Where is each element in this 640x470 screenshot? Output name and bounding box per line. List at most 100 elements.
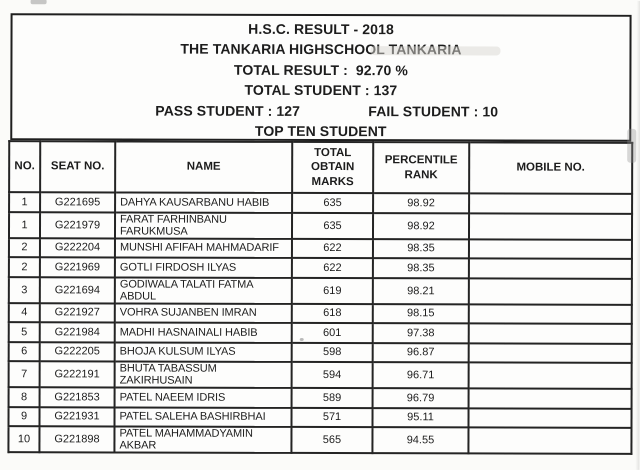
cell-percentile: 96.79 xyxy=(372,388,469,408)
cell-no: 3 xyxy=(8,276,40,303)
total-result-line: TOTAL RESULT : 92.70 % xyxy=(233,61,408,79)
cell-marks: 601 xyxy=(291,322,373,343)
cell-marks: 635 xyxy=(292,192,374,213)
cell-percentile: 98.92 xyxy=(372,212,470,239)
cell-no: 8 xyxy=(8,387,40,407)
table-row: 5 G221984 MADHI HASNAINALI HABIB 601 97.… xyxy=(8,322,632,344)
cell-seat-no: G222205 xyxy=(39,341,115,362)
cell-seat-no: G222204 xyxy=(39,237,115,258)
result-table: NO. SEAT NO. NAME TOTAL OBTAIN MARKS PER… xyxy=(7,140,634,455)
table-row: 4 G221927 VOHRA SUJANBEN IMRAN 618 98.15 xyxy=(8,302,632,324)
cell-name: PATEL SALEHA BASHIRBHAI xyxy=(114,406,292,427)
cell-no: 9 xyxy=(8,406,40,427)
cell-seat-no: G221969 xyxy=(39,257,115,277)
cell-name: VOHRA SUJANBEN IMRAN xyxy=(114,302,292,323)
col-header-percentile: PERCENTILE RANK xyxy=(373,142,470,194)
cell-no: 1 xyxy=(8,211,41,238)
table-row: 8 G221853 PATEL NAEEM IDRIS 589 96.79 xyxy=(8,387,632,409)
cell-mobile xyxy=(468,427,632,454)
header-box: H.S.C. RESULT - 2018 THE TANKARIA HIGHSC… xyxy=(10,13,632,142)
cell-percentile: 94.55 xyxy=(372,427,469,454)
cell-percentile: 96.71 xyxy=(372,362,469,389)
cell-no: 2 xyxy=(8,237,40,258)
cell-name: FARAT FARHINBANU FARUKMUSA xyxy=(114,211,293,239)
cell-mobile xyxy=(468,238,632,259)
cell-name: BHOJA KULSUM ILYAS xyxy=(114,341,292,362)
cell-seat-no: G222191 xyxy=(39,361,115,388)
cell-no: 5 xyxy=(8,322,40,342)
table-row: 3 G221694 GODIWALA TALATI FATMA ABDUL 61… xyxy=(8,276,632,305)
col-header-marks: TOTAL OBTAIN MARKS xyxy=(292,141,374,194)
cell-marks: 589 xyxy=(291,387,373,408)
cell-name: PATEL NAEEM IDRIS xyxy=(114,387,292,408)
cell-percentile: 98.15 xyxy=(372,303,469,324)
col-header-no: NO. xyxy=(9,141,41,193)
cell-mobile xyxy=(468,212,633,240)
cell-mobile xyxy=(468,323,632,344)
cell-name: MADHI HASNAINALI HABIB xyxy=(114,322,292,343)
cell-mobile xyxy=(468,362,632,389)
cell-no: 7 xyxy=(8,361,40,388)
pass-fail-line: PASS STUDENT : 127 FAIL STUDENT : 10 xyxy=(12,100,629,122)
table-row: 1 G221979 FARAT FARHINBANU FARUKMUSA 635… xyxy=(8,211,633,240)
cell-mobile xyxy=(468,342,632,363)
cell-marks: 594 xyxy=(291,361,373,389)
cell-name: PATEL MAHAMMADYAMIN AKBAR xyxy=(114,426,292,453)
top-ten-title: TOP TEN STUDENT xyxy=(254,122,387,140)
cell-seat-no: G221931 xyxy=(39,406,115,427)
cell-no: 4 xyxy=(8,302,40,323)
cell-marks: 565 xyxy=(291,426,373,454)
cell-percentile: 98.92 xyxy=(373,193,470,213)
cell-percentile: 98.35 xyxy=(372,238,469,259)
cell-mobile xyxy=(468,277,632,305)
cell-percentile: 98.21 xyxy=(372,277,469,304)
total-student-line: TOTAL STUDENT : 137 xyxy=(244,81,398,99)
cell-no: 10 xyxy=(8,426,40,453)
col-header-mobile: MOBILE NO. xyxy=(469,142,633,194)
table-row: 10 G221898 PATEL MAHAMMADYAMIN AKBAR 565… xyxy=(8,426,632,454)
col-header-seat-no: SEAT NO. xyxy=(40,141,116,193)
table-row: 2 G221969 GOTLI FIRDOSH ILYAS 622 98.35 xyxy=(8,257,632,279)
table-row: 7 G222191 BHUTA TABASSUM ZAKIRHUSAIN 594… xyxy=(8,361,632,389)
cell-marks: 619 xyxy=(291,277,373,304)
cell-mobile xyxy=(468,388,632,409)
col-header-name: NAME xyxy=(115,141,293,193)
scan-edge-shadow xyxy=(635,0,640,470)
cell-no: 6 xyxy=(8,341,40,362)
cell-seat-no: G221695 xyxy=(40,192,116,212)
cell-name: BHUTA TABASSUM ZAKIRHUSAIN xyxy=(114,361,292,388)
cell-mobile xyxy=(469,193,633,214)
cell-percentile: 96.87 xyxy=(372,342,469,363)
cell-marks: 571 xyxy=(291,407,373,428)
cell-seat-no: G221694 xyxy=(39,276,115,303)
scan-artifact xyxy=(30,0,47,5)
cell-marks: 618 xyxy=(291,303,373,324)
cell-mobile xyxy=(468,258,632,279)
cell-name: MUNSHI AFIFAH MAHMADARIF xyxy=(114,237,292,258)
cell-marks: 622 xyxy=(291,238,373,259)
table-header-row: NO. SEAT NO. NAME TOTAL OBTAIN MARKS PER… xyxy=(9,141,633,194)
table-row: 6 G222205 BHOJA KULSUM ILYAS 598 96.87 xyxy=(8,341,632,363)
cell-marks: 598 xyxy=(291,342,373,363)
cell-percentile: 95.11 xyxy=(372,407,469,428)
cell-seat-no: G221979 xyxy=(39,211,116,238)
cell-no: 2 xyxy=(8,257,40,277)
fail-student-line: FAIL STUDENT : 10 xyxy=(368,102,499,120)
cell-seat-no: G221927 xyxy=(39,302,115,323)
cell-mobile xyxy=(468,407,632,428)
cell-seat-no: G221984 xyxy=(39,322,115,342)
cell-name: GOTLI FIRDOSH ILYAS xyxy=(114,257,292,278)
school-name: THE TANKARIA HIGHSCHOOL TANKARIA xyxy=(180,41,462,58)
cell-marks: 622 xyxy=(291,257,373,278)
cell-percentile: 97.38 xyxy=(372,323,469,343)
page-title: H.S.C. RESULT - 2018 xyxy=(248,20,394,38)
cell-mobile xyxy=(468,303,632,324)
cell-name: DAHYA KAUSARBANU HABIB xyxy=(115,192,293,213)
cell-seat-no: G221898 xyxy=(39,426,115,453)
table-row: 2 G222204 MUNSHI AFIFAH MAHMADARIF 622 9… xyxy=(8,237,632,259)
table-row: 1 G221695 DAHYA KAUSARBANU HABIB 635 98.… xyxy=(9,192,633,214)
cell-seat-no: G221853 xyxy=(39,387,115,407)
cell-percentile: 98.35 xyxy=(372,258,469,278)
cell-name: GODIWALA TALATI FATMA ABDUL xyxy=(114,276,292,304)
